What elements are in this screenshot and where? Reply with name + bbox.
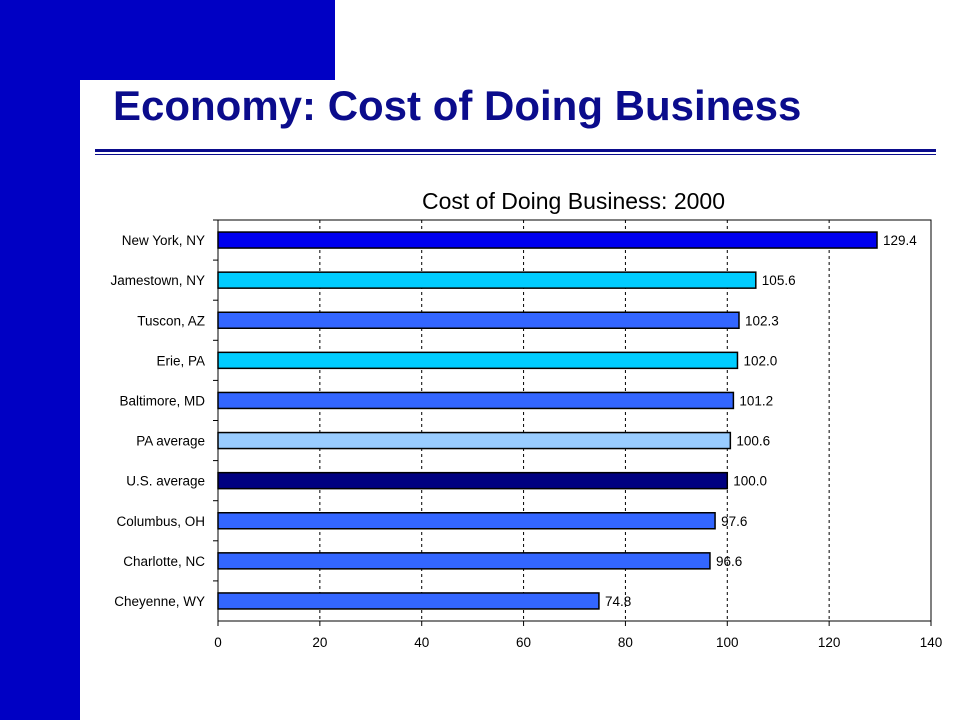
bar xyxy=(217,512,716,530)
bar xyxy=(217,592,600,610)
bar xyxy=(217,311,740,329)
title-underline xyxy=(95,149,936,152)
slide-top-band xyxy=(0,0,335,80)
bar xyxy=(217,351,739,370)
x-tick-label: 120 xyxy=(818,635,841,650)
x-tick-label: 80 xyxy=(618,635,633,650)
title-underline-thin xyxy=(95,154,936,155)
bar xyxy=(217,552,711,570)
bar xyxy=(217,271,757,289)
value-label: 97.6 xyxy=(721,514,747,529)
x-tick-label: 100 xyxy=(716,635,739,650)
x-tick-label: 40 xyxy=(414,635,429,650)
value-label: 101.2 xyxy=(739,393,773,408)
value-label: 100.0 xyxy=(733,474,767,489)
category-label: Cheyenne, WY xyxy=(114,594,205,609)
value-label: 102.3 xyxy=(745,313,779,328)
category-label: PA average xyxy=(136,434,205,449)
category-label: U.S. average xyxy=(126,474,205,489)
value-label: 74.8 xyxy=(605,594,631,609)
bar xyxy=(217,231,878,249)
x-tick-label: 0 xyxy=(214,635,222,650)
slide-title: Economy: Cost of Doing Business xyxy=(113,82,802,129)
value-label: 105.6 xyxy=(762,273,796,288)
value-label: 102.0 xyxy=(743,353,777,368)
value-label: 129.4 xyxy=(883,233,917,248)
category-label: Tuscon, AZ xyxy=(137,313,205,328)
slide-left-band xyxy=(0,0,80,720)
chart-title: Cost of Doing Business: 2000 xyxy=(422,188,725,214)
category-label: Baltimore, MD xyxy=(119,393,205,408)
category-label: New York, NY xyxy=(122,233,205,248)
category-label: Jamestown, NY xyxy=(110,273,205,288)
value-label: 100.6 xyxy=(736,434,770,449)
x-tick-label: 140 xyxy=(920,635,943,650)
bar xyxy=(217,471,729,490)
bar xyxy=(217,391,735,410)
category-label: Columbus, OH xyxy=(116,514,205,529)
bar xyxy=(217,431,732,450)
value-label: 96.6 xyxy=(716,554,742,569)
x-tick-label: 60 xyxy=(516,635,531,650)
x-tick-label: 20 xyxy=(312,635,327,650)
category-label: Charlotte, NC xyxy=(123,554,205,569)
category-label: Erie, PA xyxy=(156,353,205,368)
